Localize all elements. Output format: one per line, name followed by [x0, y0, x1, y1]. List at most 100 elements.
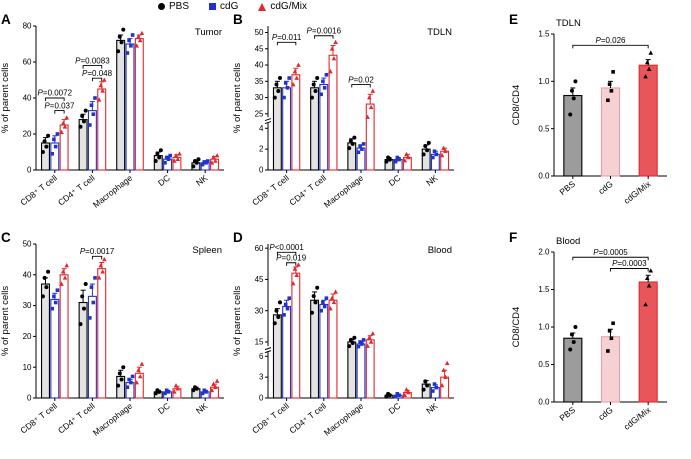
data-point [321, 300, 325, 305]
data-point [42, 139, 47, 144]
bar [328, 299, 338, 399]
data-point [607, 328, 612, 333]
p-value-label: P=0.019 [276, 253, 307, 262]
data-point [607, 82, 612, 86]
data-point [78, 124, 83, 129]
data-point [368, 104, 374, 110]
data-point [644, 275, 650, 281]
y-tick-label: 1.5 [538, 285, 550, 294]
data-point [96, 275, 102, 280]
y-tick-label: 2 [259, 145, 264, 154]
data-point [643, 302, 648, 307]
data-point [83, 108, 88, 113]
bar [563, 94, 583, 177]
y-tick-label: 2.0 [538, 248, 550, 257]
chart-title: Blood [556, 236, 580, 247]
data-point [272, 321, 277, 326]
data-point [93, 276, 97, 280]
data-point [89, 103, 94, 107]
data-point [386, 391, 391, 396]
bar [40, 283, 50, 399]
data-point [129, 380, 133, 385]
data-point [350, 340, 355, 345]
significance-bracket [91, 255, 103, 260]
data-point [44, 144, 49, 149]
data-point [274, 308, 279, 313]
y-tick-label: 30 [255, 306, 264, 315]
data-point [177, 151, 182, 156]
data-point [361, 142, 366, 146]
data-point [644, 59, 650, 65]
data-point [139, 361, 145, 366]
data-point [648, 268, 654, 273]
data-point [431, 155, 435, 160]
data-point [274, 82, 279, 87]
data-point [439, 382, 445, 388]
bar [134, 38, 144, 171]
axis-break-icon [264, 118, 272, 122]
data-point [158, 148, 163, 153]
bar [291, 272, 301, 399]
data-point [277, 300, 282, 305]
panel-b: B 0 2 4 25 30 35 40 45 50 % of parent cells TDLN P=… [232, 12, 462, 228]
data-point [370, 331, 376, 336]
data-point [609, 336, 614, 341]
panel-letter-b: B [233, 12, 243, 27]
data-point [441, 367, 447, 372]
data-point [282, 95, 286, 100]
data-point [81, 119, 86, 124]
data-point [333, 289, 338, 294]
data-point [309, 310, 314, 315]
chart-title: TDLN [556, 18, 581, 29]
bar [59, 274, 69, 399]
data-point [402, 392, 408, 398]
panel-d: D 0 3 6 15 30 45 60 % of parent cells Blood P<0.0… [232, 230, 462, 458]
data-point [426, 140, 431, 145]
chart-c-spleen: 0 10 20 30 40 50 % of parent cells Spleen P=0.00… [0, 240, 224, 438]
category-label: CD8⁺ T cell [250, 173, 291, 208]
data-point [172, 158, 177, 163]
data-point [290, 281, 296, 286]
data-point [96, 97, 102, 102]
data-point [134, 380, 140, 385]
data-point [421, 387, 426, 392]
y-tick-label: 0.0 [538, 172, 550, 181]
y-tick-label: 20 [23, 332, 32, 341]
data-point [315, 76, 320, 81]
data-point [46, 269, 51, 274]
data-point [175, 156, 181, 161]
data-point [125, 385, 130, 390]
data-point [55, 288, 60, 292]
y-tick-label: 3 [259, 373, 264, 382]
data-point [209, 387, 215, 393]
data-point [648, 50, 654, 55]
data-point [200, 391, 205, 396]
data-point [129, 44, 133, 48]
data-point [287, 76, 291, 80]
data-point [272, 95, 277, 100]
data-point [329, 295, 335, 300]
data-point [568, 112, 573, 117]
data-point [313, 89, 318, 94]
data-point [348, 337, 353, 342]
category-label: DC [156, 173, 172, 188]
data-point [646, 283, 652, 288]
y-tick-label: 0 [27, 166, 32, 175]
significance-bracket [276, 251, 297, 256]
data-point [213, 384, 218, 390]
category-label: CD8⁺ T cell [18, 401, 59, 436]
data-point [285, 306, 290, 311]
data-point [296, 62, 301, 67]
significance-bracket [91, 77, 103, 82]
data-point [319, 92, 323, 97]
bar [291, 74, 301, 171]
category-label: Macrophage [91, 401, 135, 438]
data-point [173, 153, 179, 158]
significance-bracket [610, 268, 649, 272]
legend-item-cdg: cdG [209, 1, 238, 12]
cdg-square-icon [209, 3, 217, 10]
y-tick-label: 1.0 [538, 77, 550, 86]
data-point [404, 151, 409, 157]
category-label: Macrophage [91, 173, 135, 210]
